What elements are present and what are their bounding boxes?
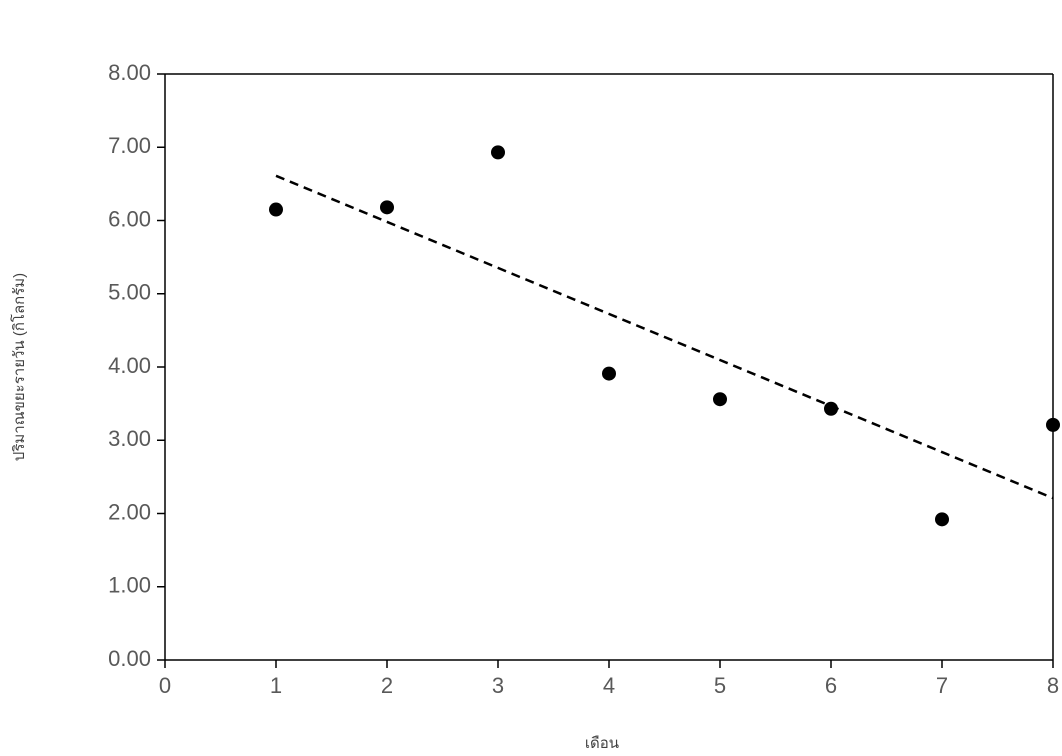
x-tick-label: 1 bbox=[270, 673, 282, 698]
data-point bbox=[935, 512, 949, 527]
x-tick-label: 3 bbox=[492, 673, 504, 698]
x-tick-label: 7 bbox=[936, 673, 948, 698]
x-axis-label: เดือน bbox=[585, 735, 619, 752]
y-tick-label: 8.00 bbox=[108, 60, 151, 85]
y-tick-label: 4.00 bbox=[108, 353, 151, 378]
x-tick-label: 0 bbox=[159, 673, 171, 698]
y-tick-label: 0.00 bbox=[108, 646, 151, 671]
x-tick-label: 6 bbox=[825, 673, 837, 698]
y-tick-label: 6.00 bbox=[108, 206, 151, 231]
data-point bbox=[380, 200, 394, 215]
x-tick-label: 4 bbox=[603, 673, 615, 698]
y-tick-label: 5.00 bbox=[108, 280, 151, 305]
data-point bbox=[713, 392, 727, 407]
x-tick-label: 5 bbox=[714, 673, 726, 698]
y-tick-label: 1.00 bbox=[108, 573, 151, 598]
data-point bbox=[824, 401, 838, 416]
y-tick-label: 3.00 bbox=[108, 426, 151, 451]
data-point bbox=[602, 366, 616, 381]
data-point bbox=[1046, 417, 1060, 432]
y-tick-label: 2.00 bbox=[108, 499, 151, 524]
data-point bbox=[269, 202, 283, 217]
x-tick-label: 8 bbox=[1047, 673, 1059, 698]
y-tick-label: 7.00 bbox=[108, 133, 151, 158]
trendline bbox=[275, 174, 1054, 500]
data-point bbox=[491, 145, 505, 160]
x-tick-label: 2 bbox=[381, 673, 393, 698]
y-axis-label: ปริมาณขยะรายวัน (กิโลกรัม) bbox=[10, 273, 28, 461]
